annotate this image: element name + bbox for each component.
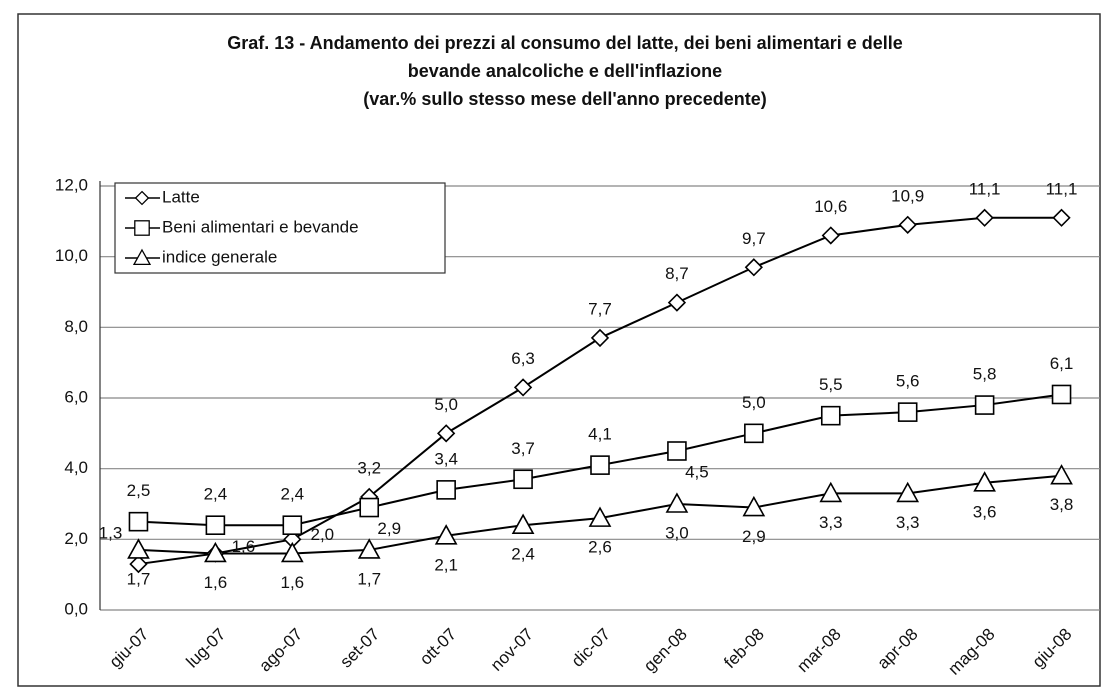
legend-marker [132,248,152,266]
marker [1050,464,1073,485]
legend: Latte Beni alimentari e bevande indice gen… [114,182,446,274]
y-tick-label: 2,0 [64,529,88,548]
data-label: 3,3 [896,513,920,532]
data-label: 5,0 [742,393,766,412]
data-label: 2,4 [280,485,304,504]
marker [667,293,687,312]
chart-title: (var.% sullo stesso mese dell'anno prece… [363,89,766,109]
marker [974,395,995,415]
data-label: 2,9 [377,519,401,538]
marker [665,492,689,513]
marker [821,226,840,245]
marker [513,469,533,490]
data-label: 2,6 [588,538,612,557]
marker [511,513,535,535]
data-label: 1,7 [357,569,381,588]
data-label: 5,6 [896,372,920,391]
marker [357,538,381,559]
marker [204,541,227,563]
marker [898,215,917,234]
y-tick-label: 10,0 [55,246,88,265]
legend-marker [134,190,150,206]
data-label: 2,5 [127,481,151,500]
legend-label: Latte [162,187,200,206]
marker [590,455,610,475]
marker [742,495,766,517]
marker [437,424,456,443]
marker [896,481,920,503]
data-label: 1,6 [280,573,304,592]
legend-label: Beni alimentari e bevande [162,217,359,236]
y-tick-label: 12,0 [55,175,88,194]
marker [590,328,610,348]
data-label: 2,0 [310,525,334,544]
data-label: 10,9 [891,186,924,205]
marker [1051,384,1072,405]
marker [513,378,533,397]
data-label: 11,1 [969,179,1001,198]
legend-box [114,182,446,274]
marker [128,511,149,532]
data-label: 1,3 [99,524,123,543]
marker [819,481,843,503]
marker [359,497,380,518]
data-label: 3,0 [665,523,689,542]
data-label: 4,1 [588,425,612,444]
y-tick-label: 8,0 [64,317,88,336]
data-label: 5,8 [973,365,997,384]
data-label: 5,5 [819,375,843,394]
marker [588,506,612,527]
data-label: 3,3 [819,513,843,532]
marker [205,515,226,536]
data-label: 8,7 [665,264,689,283]
legend-marker [134,220,150,236]
chart-title: Graf. 13 - Andamento dei prezzi al consu… [227,33,903,53]
data-label: 2,4 [204,485,228,504]
marker [897,402,918,422]
legend-label: indice generale [162,247,277,266]
marker [975,208,994,227]
data-label: 1,6 [232,537,256,556]
data-label: 10,6 [814,197,847,216]
data-label: 2,9 [742,527,766,546]
marker [280,541,304,563]
data-label: 9,7 [742,229,766,248]
marker [434,524,458,545]
marker [129,554,148,574]
data-label: 2,1 [434,555,458,574]
data-label: 6,3 [511,349,535,368]
data-label: 7,7 [588,299,612,318]
data-label: 5,0 [434,395,458,414]
chart-frame [17,13,1101,687]
marker [744,423,764,444]
marker [667,441,687,461]
data-label: 3,8 [1050,495,1074,514]
marker [973,471,996,492]
data-label: 11,1 [1046,179,1078,198]
chart-title: bevande analcoliche e dell'inflazione [408,61,722,81]
data-label: 3,6 [973,502,997,521]
data-label: 2,4 [511,545,535,564]
data-label: 3,7 [511,439,535,458]
data-label: 1,6 [204,573,228,592]
marker [820,405,841,426]
marker [1052,208,1071,227]
marker [282,515,303,536]
marker [744,258,763,277]
marker [436,480,456,500]
y-tick-label: 4,0 [64,458,88,477]
data-label: 1,7 [127,569,151,588]
y-tick-label: 0,0 [64,599,88,618]
data-label: 6,1 [1050,354,1074,373]
data-label: 3,2 [357,458,381,477]
data-label: 3,4 [434,449,458,468]
data-label: 4,5 [685,462,709,481]
y-tick-label: 6,0 [64,387,88,406]
marker [127,538,150,559]
